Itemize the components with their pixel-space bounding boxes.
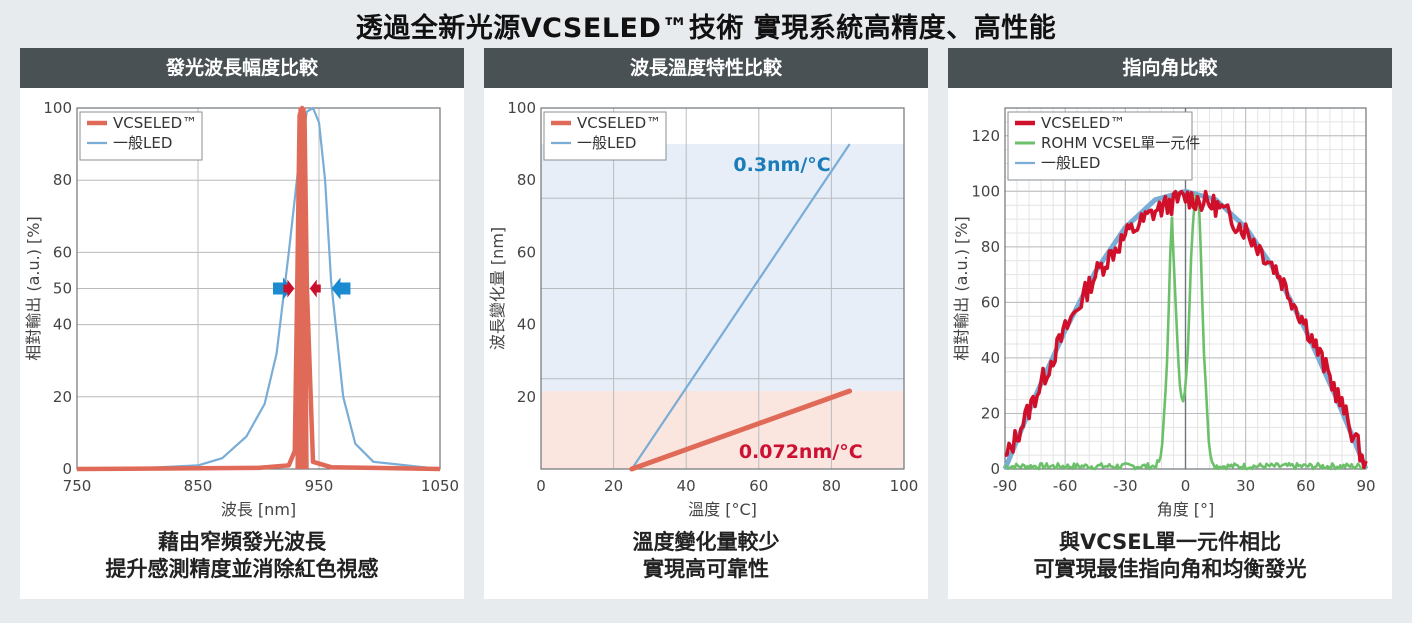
plot-frame (540, 107, 905, 470)
legend-box (79, 111, 203, 161)
x-tick-label: 950 (305, 477, 334, 495)
x-axis-label: 溫度 [°C] (688, 500, 757, 519)
x-tick-label: 850 (184, 477, 213, 495)
chart-beam-angle: -90 -60 -30 0 30 60 90 0 20 40 60 80 100 120 角度 [°] 相對輸… (952, 107, 1376, 519)
arrow-left-blue (331, 277, 351, 300)
series-line-vcseled (1004, 189, 1368, 470)
x-tick-label: -30 (1113, 477, 1138, 495)
legend-label: 一般LED (1041, 154, 1100, 172)
series-line-led (630, 143, 851, 470)
caption-line-2: 提升感測精度並消除紅色視感 (105, 557, 379, 581)
y-tick-label: 80 (517, 171, 536, 189)
y-tick-label: 40 (981, 349, 1000, 367)
y-tick-label: 120 (971, 127, 1000, 145)
y-tick-label: 80 (53, 171, 72, 189)
x-tick-label: 1050 (421, 477, 459, 495)
caption: 與VCSEL單一元件相比 可實現最佳指向角和均衡發光 (948, 529, 1392, 583)
plot-frame (1004, 107, 1367, 470)
series-line-rohm-vcsel (1004, 193, 1367, 471)
panel-wavelength-width: 發光波長幅度比較 750 850 950 1050 0 20 40 50 60 80 100 波長 [… (20, 48, 464, 599)
panel-header: 指向角比較 (948, 48, 1392, 88)
caption-line-2: 實現高可靠性 (643, 557, 769, 581)
x-tick-label: -90 (993, 477, 1018, 495)
series-line-vcseled (629, 388, 853, 472)
panel-header: 發光波長幅度比較 (20, 48, 464, 88)
y-tick-label: 0 (62, 460, 72, 478)
panel-beam-angle: 指向角比較 -90 -60 -30 0 30 60 90 0 20 40 60 80 100 120 角度 … (948, 48, 1392, 599)
arrow-right-red (283, 279, 295, 298)
y-tick-label: 40 (517, 316, 536, 334)
slope-label-led: 0.3nm/°C (733, 154, 830, 176)
background-band (541, 391, 904, 469)
caption: 藉由窄頻發光波長 提升感測精度並消除紅色視感 (20, 529, 464, 583)
y-tick-label: 0 (990, 460, 1000, 478)
arrow-right-blue (273, 277, 293, 300)
x-tick-label: 20 (604, 477, 623, 495)
y-tick-label: 80 (981, 238, 1000, 256)
y-tick-label: 60 (517, 243, 536, 261)
legend-box (1007, 111, 1193, 181)
chart-temperature: 0 20 40 60 80 100 20 40 60 80 100 溫度 [°C] 波長變化量 [nm]… (488, 99, 919, 519)
panel-header: 波長溫度特性比較 (484, 48, 928, 88)
y-tick-label: 40 (53, 316, 72, 334)
caption: 溫度變化量較少 實現高可靠性 (484, 529, 928, 583)
legend-label: 一般LED (577, 134, 636, 152)
legend-label: VCSELED™ (577, 114, 661, 132)
x-tick-label: 100 (890, 477, 919, 495)
legend-label: VCSELED™ (113, 114, 197, 132)
x-tick-label: 60 (749, 477, 768, 495)
y-tick-label: 20 (517, 388, 536, 406)
x-tick-label: -60 (1053, 477, 1078, 495)
x-axis-label: 角度 [°] (1157, 500, 1215, 519)
page-title: 透過全新光源VCSELED™技術 實現系統高精度、高性能 (355, 13, 1057, 44)
y-tick-label: 100 (507, 99, 536, 117)
x-tick-label: 40 (677, 477, 696, 495)
y-tick-label: 60 (981, 293, 1000, 311)
chart-wavelength-width: 750 850 950 1050 0 20 40 50 60 80 100 波長 [nm] 相對輸出 (… (24, 99, 459, 519)
y-tick-label: 50 (53, 280, 72, 298)
caption-line-2: 可實現最佳指向角和均衡發光 (1033, 557, 1307, 581)
x-tick-label: 0 (536, 477, 546, 495)
legend-box (543, 111, 667, 161)
y-tick-label: 20 (981, 404, 1000, 422)
x-tick-label: 60 (1296, 477, 1315, 495)
slope-label-vcseled: 0.072nm/°C (739, 441, 863, 463)
caption-line-1: 藉由窄頻發光波長 (158, 530, 326, 554)
x-tick-label: 80 (822, 477, 841, 495)
x-tick-label: 30 (1236, 477, 1255, 495)
x-tick-label: 90 (1356, 477, 1375, 495)
series-peak-vcseled (295, 108, 309, 469)
legend-label: VCSELED™ (1041, 114, 1125, 132)
y-tick-label: 100 (43, 99, 72, 117)
panel-temperature: 波長溫度特性比較 0 20 40 60 80 100 20 40 60 80 100 溫度 [°C] 波… (484, 48, 928, 599)
y-tick-label: 20 (53, 388, 72, 406)
y-tick-label: 100 (971, 182, 1000, 200)
caption-line-1: 與VCSEL單一元件相比 (1059, 530, 1281, 554)
x-tick-label: 0 (1181, 477, 1191, 495)
y-axis-label: 相對輸出 (a.u.) [%] (24, 216, 43, 360)
x-axis-label: 波長 [nm] (221, 500, 296, 519)
x-tick-label: 750 (63, 477, 92, 495)
legend-label: ROHM VCSEL單一元件 (1041, 134, 1200, 152)
arrow-left-red (309, 279, 321, 298)
y-axis-label: 相對輸出 (a.u.) [%] (952, 216, 971, 360)
y-axis-label: 波長變化量 [nm] (488, 227, 507, 350)
caption-line-1: 溫度變化量較少 (632, 530, 780, 554)
background-band (541, 144, 904, 392)
y-tick-label: 60 (53, 243, 72, 261)
legend-label: 一般LED (113, 134, 172, 152)
